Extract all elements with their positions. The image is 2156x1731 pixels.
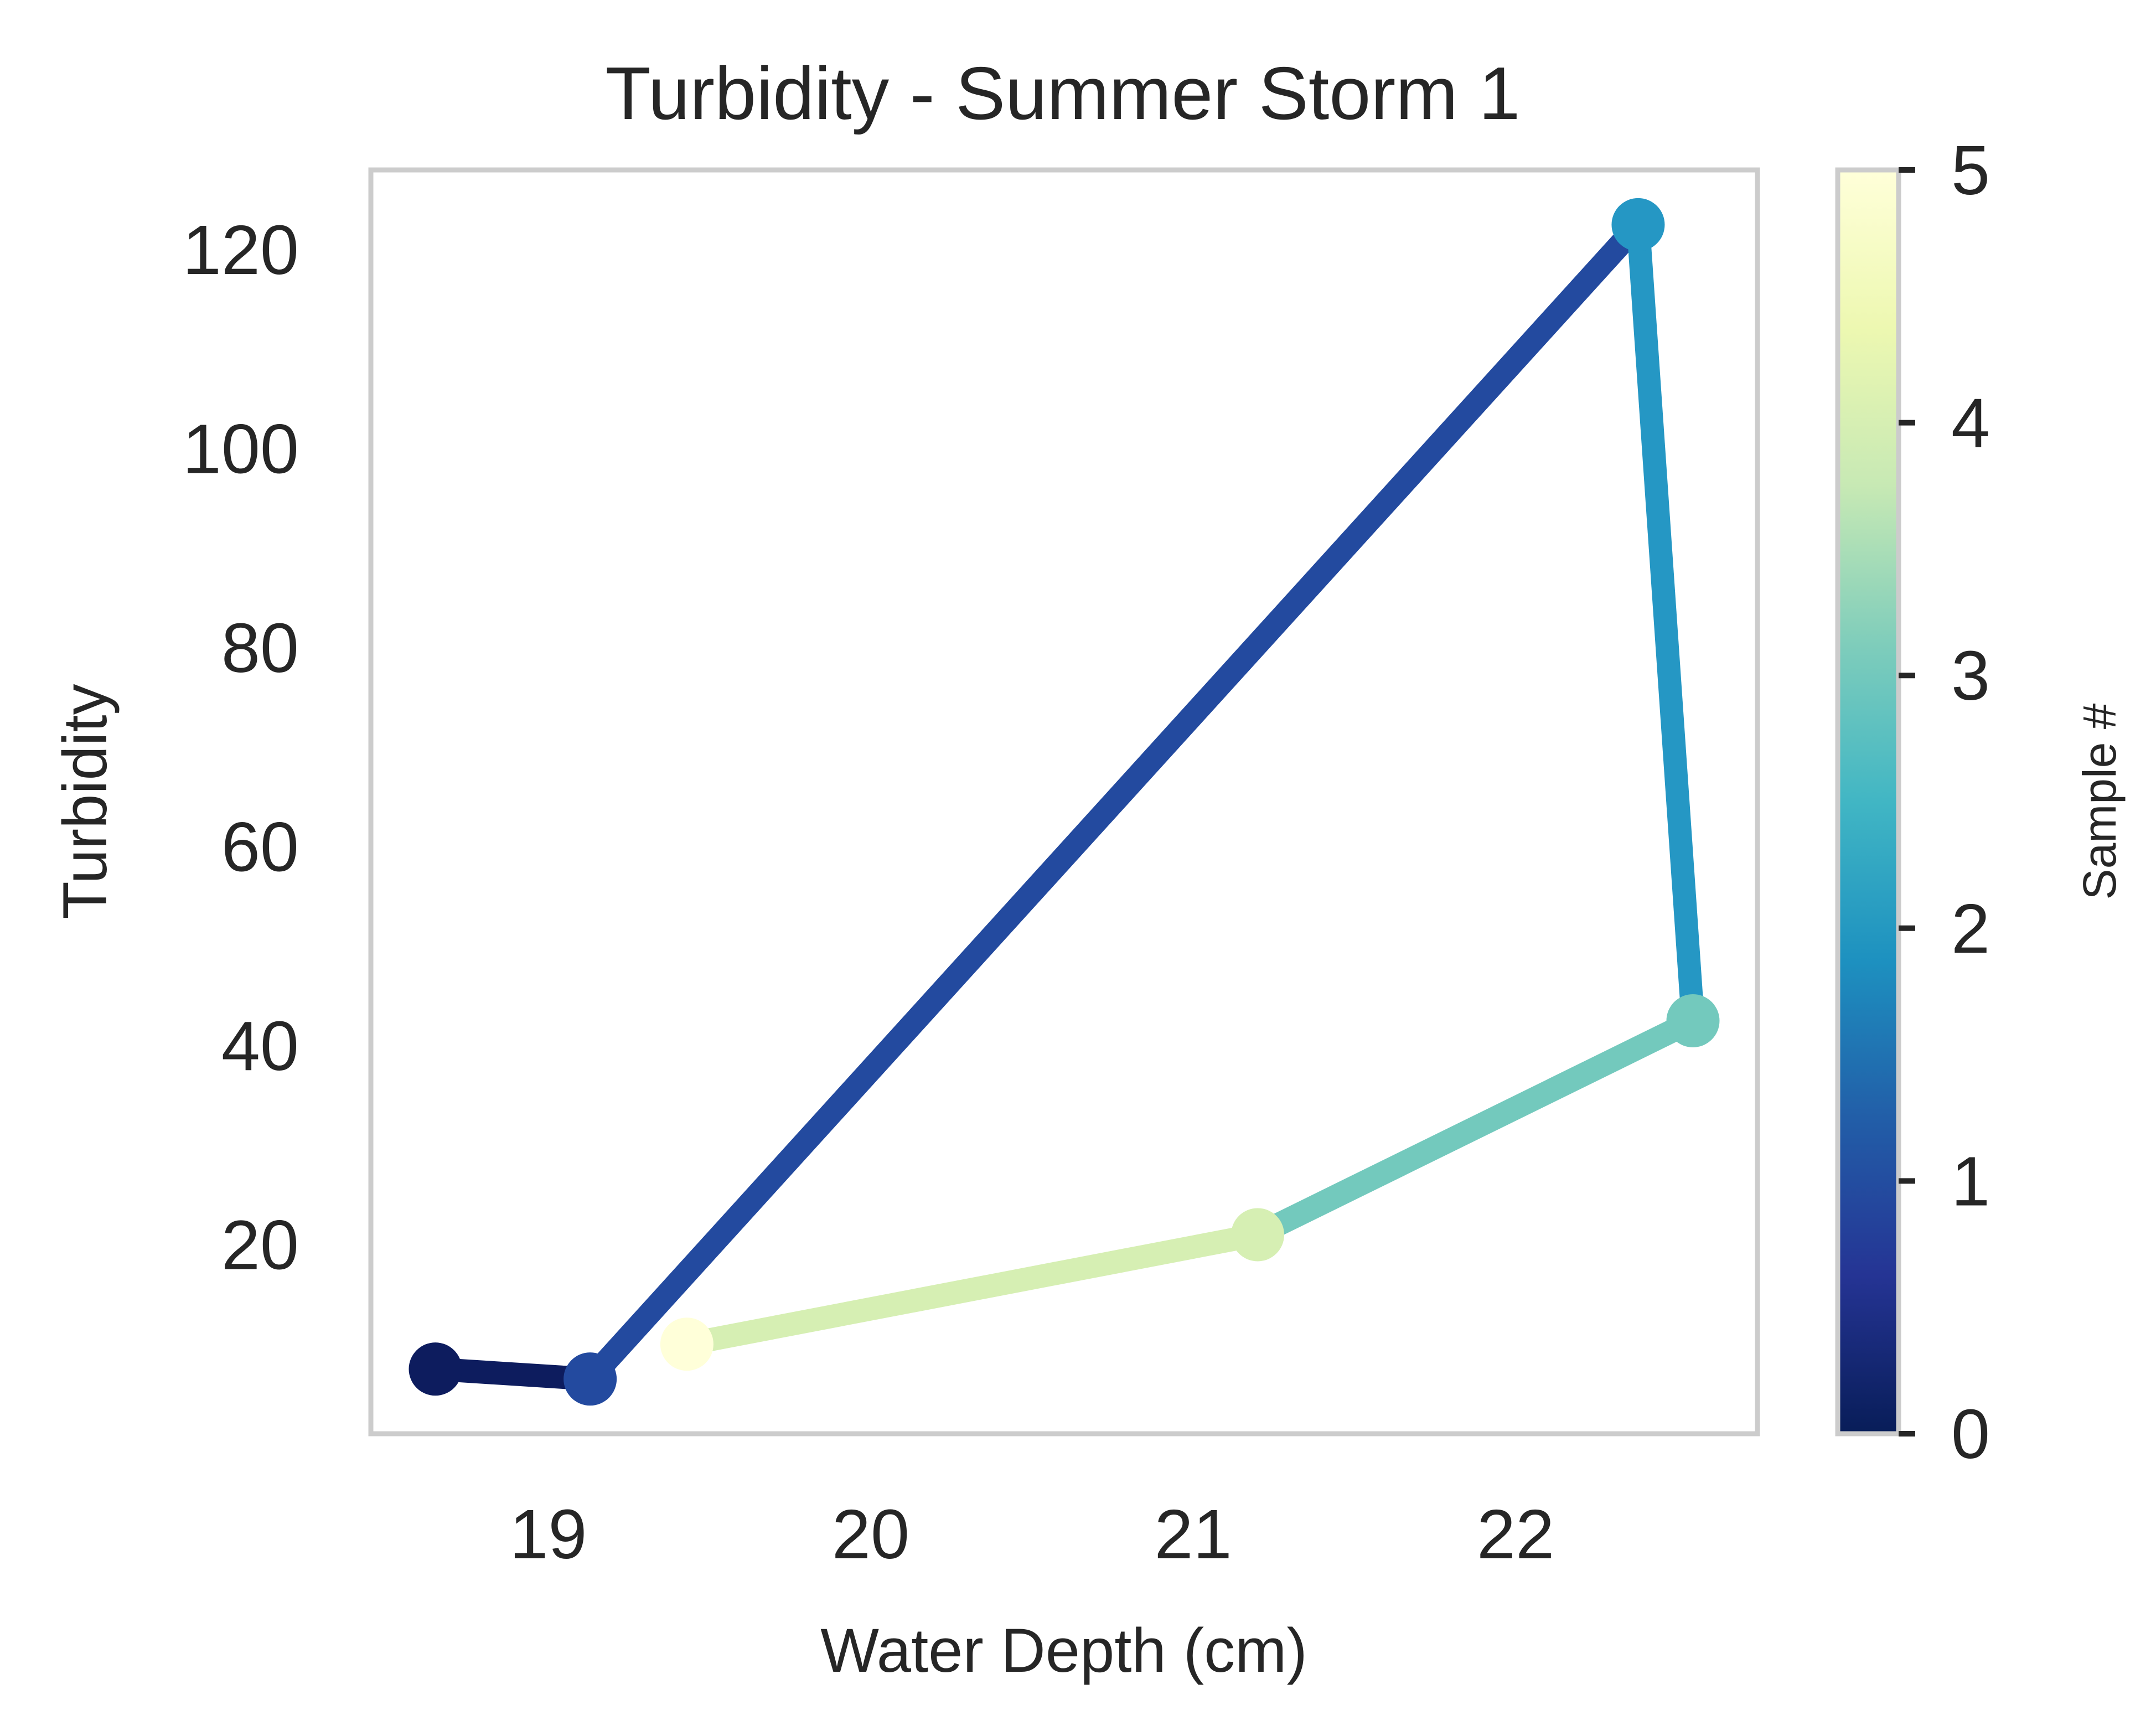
y-tick-label: 40 [221,1007,299,1085]
y-tick-label: 60 [221,808,299,886]
series-segment [1252,1010,1698,1246]
y-axis-label: Turbidity [50,684,120,919]
colorbar-tick-label: 5 [1951,131,1990,209]
x-tick-label: 20 [832,1495,909,1573]
y-axis-ticks: 20 40 60 80 100 120 [183,211,299,1284]
colorbar-ticks: 0 1 2 3 4 5 [1899,131,1990,1473]
series-markers [409,198,1720,1406]
colorbar-tick-label: 3 [1951,637,1990,715]
x-tick-label: 22 [1477,1495,1554,1573]
data-point [1611,198,1665,251]
y-tick-label: 80 [221,609,299,687]
y-tick-label: 120 [183,211,299,289]
series-segment [1626,224,1705,1022]
x-tick-label: 19 [509,1495,587,1573]
colorbar-tick-label: 4 [1951,384,1990,462]
series-segment [684,1223,1260,1356]
x-axis-label: Water Depth (cm) [820,1616,1307,1685]
y-tick-label: 100 [183,410,299,488]
data-point [1666,994,1720,1047]
data-point [660,1317,714,1371]
data-point [1231,1208,1285,1262]
colorbar-gradient [1835,167,1901,1437]
colorbar: 0 1 2 3 4 5 Sample # [1835,131,2126,1473]
plot-frame [368,167,1760,1437]
series-segments [435,216,1705,1391]
colorbar-tick-label: 0 [1951,1395,1990,1473]
data-point [563,1352,617,1406]
colorbar-tick-label: 1 [1951,1142,1990,1220]
x-axis-ticks: 19 20 21 22 [509,1495,1554,1573]
series-segment [581,216,1647,1387]
chart-title: Turbidity - Summer Storm 1 [606,51,1521,135]
data-point [409,1342,462,1396]
x-tick-label: 21 [1154,1495,1232,1573]
colorbar-label: Sample # [2074,703,2126,900]
colorbar-tick-label: 2 [1951,890,1990,968]
y-tick-label: 20 [221,1206,299,1284]
